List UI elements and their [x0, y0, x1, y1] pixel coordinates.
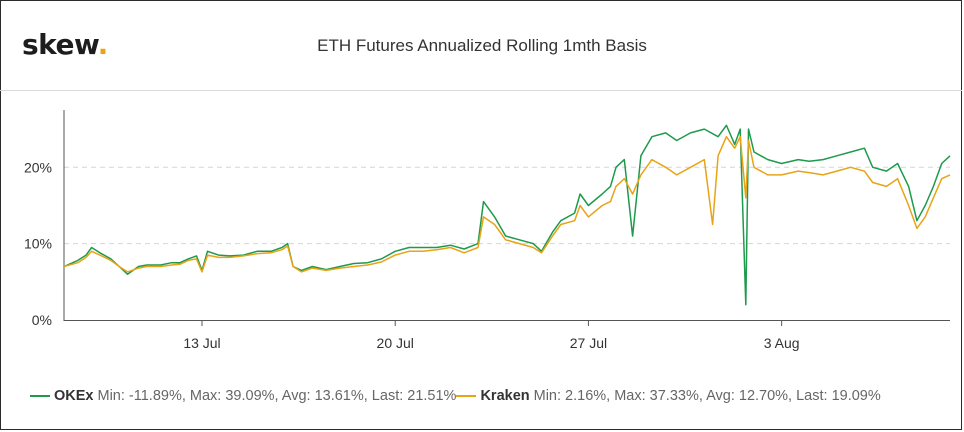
series-line-okex: [63, 124, 951, 306]
y-tick-label: 0%: [32, 312, 52, 328]
legend: OKEx Min: -11.89%, Max: 39.09%, Avg: 13.…: [30, 388, 881, 404]
series-group: [63, 124, 951, 306]
x-axis: 13 Jul 20 Jul 27 Jul 3 Aug: [64, 320, 950, 351]
legend-item-okex[interactable]: OKEx Min: -11.89%, Max: 39.09%, Avg: 13.…: [30, 388, 456, 404]
legend-name-kraken: Kraken: [480, 388, 530, 404]
y-tick-label: 10%: [24, 236, 52, 252]
logo-text: skew: [22, 28, 98, 61]
legend-swatch-okex: [30, 395, 50, 397]
header-divider: [0, 90, 962, 91]
legend-stats-kraken: Min: 2.16%, Max: 37.33%, Avg: 12.70%, La…: [533, 388, 881, 404]
legend-stats-okex: Min: -11.89%, Max: 39.09%, Avg: 13.61%, …: [97, 388, 457, 404]
legend-swatch-kraken: [456, 395, 477, 397]
x-tick-label: 3 Aug: [764, 335, 800, 351]
grid-lines: [64, 166, 950, 245]
legend-item-kraken[interactable]: Kraken Min: 2.16%, Max: 37.33%, Avg: 12.…: [456, 388, 881, 404]
y-axis: 0% 10% 20%: [24, 110, 65, 328]
y-tick-label: 20%: [24, 159, 52, 175]
x-tick-label: 13 Jul: [183, 335, 220, 351]
series-line-kraken: [63, 135, 951, 273]
skew-logo: skew.: [22, 28, 108, 61]
x-tick-label: 20 Jul: [377, 335, 414, 351]
x-tick-label: 27 Jul: [570, 335, 607, 351]
chart-title: ETH Futures Annualized Rolling 1mth Basi…: [317, 36, 647, 55]
logo-dot: .: [97, 28, 109, 61]
legend-name-okex: OKEx: [54, 388, 94, 404]
